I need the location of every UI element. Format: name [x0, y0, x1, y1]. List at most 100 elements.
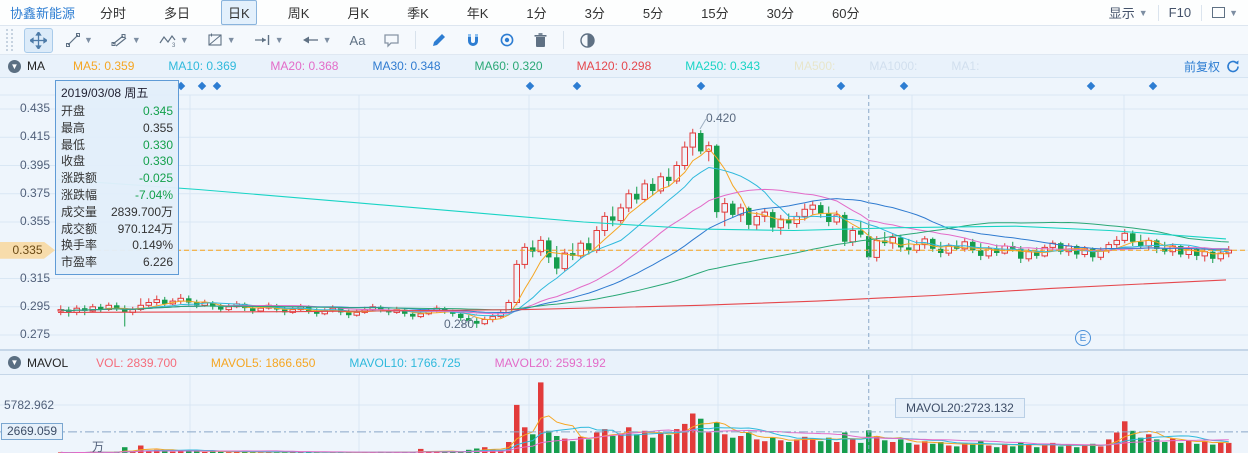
indicator-value: MA60: 0.320 [474, 59, 543, 73]
text-tool-button[interactable]: Aa [344, 29, 372, 52]
pan-tool-button[interactable] [24, 27, 53, 53]
display-menu-button[interactable]: 显示 ▼ [1109, 3, 1148, 22]
tooltip-row: 换手率 0.149% [61, 238, 173, 253]
price-axis-label: 0.295 [19, 298, 50, 313]
period-tab[interactable]: 季K [407, 6, 429, 21]
text-tool-icon: Aa [349, 32, 366, 48]
price-chart-canvas[interactable] [0, 78, 1248, 350]
divider [1157, 4, 1159, 21]
volume-unit-label: 万 [92, 440, 105, 453]
period-tab[interactable]: 3分 [584, 6, 605, 21]
ex-rights-marker[interactable]: E [1075, 330, 1091, 346]
speech-bubble-icon [384, 34, 400, 48]
magnet-tool-button[interactable] [459, 28, 487, 52]
tooltip-row: 涨跌幅 -7.04% [61, 187, 173, 202]
window-layout-button[interactable]: ▼ [1212, 7, 1238, 18]
period-tab[interactable]: 月K [347, 6, 370, 21]
mavol-values: VOL: 2839.700 MAVOL5: 1866.650 MAVOL10: 17… [96, 356, 640, 370]
drag-handle[interactable] [6, 29, 14, 51]
collapse-icon[interactable]: ▼ [8, 59, 21, 73]
period-tabs: 分时 多日 日K 周K 月K 季K 年K 1分 3分 5分 15分 30分 60分 [93, 0, 867, 25]
price-axis-label: 0.315 [19, 270, 50, 285]
chevron-down-icon: ▼ [274, 35, 284, 45]
comment-tool-button[interactable] [377, 28, 406, 52]
top-bar: 协鑫新能源 分时 多日 日K 周K 月K 季K 年K 1分 3分 5分 15分 30分 60分 显示 ▼… [0, 0, 1248, 26]
period-tab[interactable]: 日K [221, 0, 257, 25]
stock-name[interactable]: 协鑫新能源 [10, 6, 76, 21]
measure-tool-button[interactable]: ▼ [248, 28, 290, 52]
window-icon [1212, 7, 1226, 18]
ma-indicator-header: ▼ MA MA5: 0.359 MA10: 0.369 MA20: 0.368 MA3… [0, 55, 1248, 78]
indicator-value: MA20: 0.368 [270, 59, 339, 73]
indicator-value: MA250: 0.343 [685, 59, 760, 73]
indicator-value: MA5: 0.359 [73, 59, 135, 73]
tooltip-date: 2019/03/08 周五 [61, 86, 149, 100]
price-axis-label: 0.435 [19, 101, 50, 115]
channel-icon [111, 34, 127, 47]
period-tab[interactable]: 60分 [832, 6, 860, 21]
indicator-value: MA500: [794, 59, 836, 73]
tooltip-row: 最低 0.330 [61, 137, 173, 152]
indicator-name: MAVOL [27, 355, 69, 370]
delete-tool-button[interactable] [527, 28, 554, 52]
period-tab[interactable]: 年K [466, 6, 489, 21]
collapse-icon[interactable]: ▼ [8, 356, 21, 369]
price-axis-label: 0.395 [19, 157, 50, 172]
volume-axis-label: 5782.962 [4, 398, 55, 412]
pencil-tool-button[interactable] [425, 28, 453, 52]
wave-tool-button[interactable]: 3 ▼ [153, 28, 195, 52]
chevron-down-icon: ▼ [131, 35, 141, 45]
period-tab[interactable]: 周K [287, 6, 310, 21]
chevron-down-icon: ▼ [1229, 7, 1238, 18]
pattern-tool-button[interactable]: ▼ [201, 28, 242, 52]
indicator-value: VOL: 2839.700 [96, 355, 177, 370]
refresh-icon [1227, 60, 1239, 72]
adjust-label: 前复权 [1183, 59, 1220, 74]
chevron-down-icon: ▼ [1138, 7, 1148, 18]
indicator-value: MAVOL20: 2593.192 [494, 355, 606, 370]
indicator-value: MA1: [951, 59, 980, 73]
svg-text:3: 3 [172, 43, 176, 48]
period-tab[interactable]: 多日 [164, 6, 191, 21]
chevron-down-icon: ▼ [84, 35, 93, 45]
drawing-toolbar: ▼ ▼ 3 ▼ ▼ ▼ ▼ Aa [0, 26, 1248, 55]
crosshair-volume-tag: 2669.059 [1, 423, 63, 441]
f10-button[interactable]: F10 [1168, 5, 1192, 20]
candle-data-tooltip: 2019/03/08 周五 开盘 0.345 最高 0.355 最低 0.330 收盘 0.3… [55, 80, 179, 275]
tooltip-row: 市盈率 6.226 [61, 255, 173, 270]
high-price-annotation: 0.420 [706, 111, 737, 125]
arrow-to-bar-icon [254, 35, 269, 45]
pencil-icon [433, 34, 446, 46]
indicator-value: MA30: 0.348 [372, 59, 441, 73]
crosshair-lock-tool-button[interactable] [493, 28, 521, 52]
magnet-icon [468, 34, 479, 46]
target-dot-icon [501, 33, 514, 47]
tooltip-row: 成交额 970.124万 [61, 221, 173, 236]
period-tab[interactable]: 5分 [642, 6, 664, 21]
mavol-indicator-header: ▼ MAVOL VOL: 2839.700 MAVOL5: 1866.650 MAV… [0, 350, 1248, 375]
channel-tool-button[interactable]: ▼ [105, 28, 147, 52]
period-tab[interactable]: 30分 [766, 6, 795, 21]
price-axis-label: 0.415 [19, 129, 50, 144]
price-axis-label: 0.375 [19, 185, 50, 200]
divider [1201, 4, 1203, 21]
move-icon [30, 31, 47, 49]
price-axis-label: 0.275 [19, 327, 50, 341]
trendline-tool-button[interactable]: ▼ [59, 28, 99, 52]
contrast-icon [580, 32, 596, 48]
arrow-tool-button[interactable]: ▼ [296, 28, 338, 52]
ma-values: MA5: 0.359 MA10: 0.369 MA20: 0.368 MA30: 0.… [73, 59, 1013, 73]
divider [563, 31, 565, 49]
indicator-value: MA1000: [869, 59, 918, 73]
top-bar-right: 显示 ▼ F10 ▼ [1109, 3, 1238, 22]
mavol20-value-tag: MAVOL20:2723.132 [895, 398, 1025, 418]
price-adjust-button[interactable]: 前复权 [1184, 58, 1240, 75]
volume-chart-canvas[interactable] [0, 375, 1248, 453]
indicator-value: MAVOL10: 1766.725 [349, 355, 461, 370]
period-tab[interactable]: 1分 [526, 6, 547, 21]
contrast-toggle-button[interactable] [573, 28, 602, 53]
tooltip-row: 成交量 2839.700万 [61, 204, 173, 219]
period-tab[interactable]: 分时 [100, 6, 127, 21]
period-tab[interactable]: 15分 [701, 6, 729, 21]
